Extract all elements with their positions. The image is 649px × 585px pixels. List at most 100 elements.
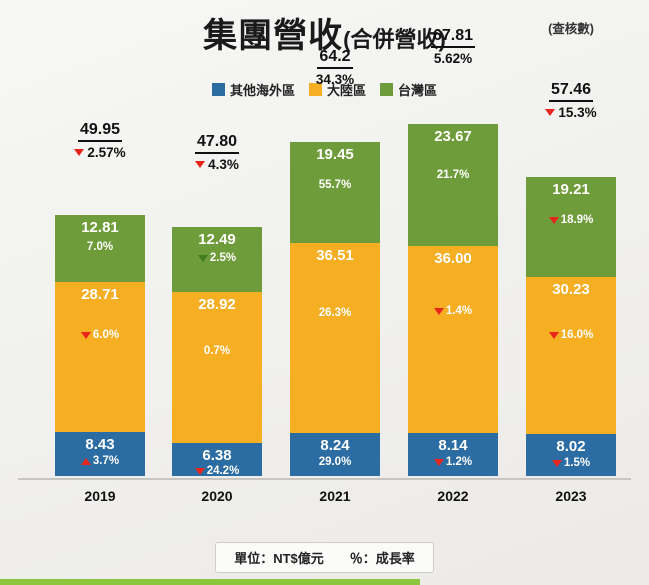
total-growth-2020: 4.3% xyxy=(162,157,272,172)
audited-note: (查核數) xyxy=(548,22,594,36)
bar-column-2023: (查核數) 57.46 15.3% 19.21 18.9% 30.23 16.0… xyxy=(526,22,616,524)
stack-2021: 19.45 55.7% 36.51 26.3% 8.24 29.0% xyxy=(290,142,380,476)
segment-value-taiwan-2021: 19.45 xyxy=(316,146,354,163)
segment-value-mainland-2023: 30.23 xyxy=(552,281,590,298)
total-value-2020: 47.80 xyxy=(194,133,240,154)
segment-value-overseas-2019: 8.43 xyxy=(85,436,115,453)
total-label-2021: 64.2 34.3% xyxy=(280,48,390,87)
triangle-down-icon xyxy=(195,161,206,168)
segment-overseas-2019: 8.43 3.7% xyxy=(55,432,145,476)
total-growth-2022: 5.62% xyxy=(433,51,473,66)
segment-growth-taiwan-2020: 2.5% xyxy=(197,252,236,265)
segment-value-mainland-2019: 28.71 xyxy=(81,286,119,303)
segment-mainland-2019: 28.71 6.0% xyxy=(55,282,145,432)
legend-label-taiwan: 台灣區 xyxy=(398,83,438,98)
chart-legend: 其他海外區 大陸區 台灣區 xyxy=(0,80,649,99)
triangle-down-icon xyxy=(548,217,559,225)
bar-column-2020: 47.80 4.3% 12.49 2.5% 28.92 0.7% xyxy=(172,104,262,524)
segment-value-overseas-2021: 8.24 xyxy=(320,437,350,454)
triangle-down-icon xyxy=(194,468,205,476)
stack-2019: 12.81 7.0% 28.71 6.0% 8.43 3.7% xyxy=(55,215,145,476)
segment-growth-overseas-2019: 3.7% xyxy=(80,455,119,468)
total-growth-2023: 15.3% xyxy=(516,105,626,120)
total-value-2023: 57.46 xyxy=(548,81,594,102)
total-label-2019: 49.95 2.57% xyxy=(45,121,155,160)
segment-overseas-2022: 8.14 1.2% xyxy=(408,433,498,476)
footer-pct: ％：成長率 xyxy=(349,551,415,566)
stack-2020: 12.49 2.5% 28.92 0.7% 6.38 24.2% xyxy=(172,227,262,478)
baseline-axis xyxy=(18,478,631,480)
x-axis-label-2021: 2021 xyxy=(319,488,351,504)
segment-value-mainland-2021: 36.51 xyxy=(316,247,354,264)
total-label-2022: 67.81 5.62% xyxy=(398,27,508,66)
segment-growth-overseas-2023: 1.5% xyxy=(551,457,590,470)
segment-value-overseas-2020: 6.38 xyxy=(202,447,232,464)
segment-overseas-2023: 8.02 1.5% xyxy=(526,434,616,476)
total-label-2020: 47.80 4.3% xyxy=(162,133,272,172)
triangle-down-icon xyxy=(433,459,444,467)
triangle-down-icon xyxy=(80,332,91,340)
triangle-down-icon xyxy=(74,149,85,156)
footer-note-box: 單位：NT$億元 ％：成長率 xyxy=(215,542,434,573)
legend-item-taiwan: 台灣區 xyxy=(380,80,437,99)
legend-item-overseas: 其他海外區 xyxy=(211,80,295,99)
stack-2022: 23.67 21.7% 36.00 1.4% 8.14 1.2% xyxy=(408,124,498,476)
triangle-up-icon xyxy=(80,458,91,466)
segment-value-taiwan-2020: 12.49 xyxy=(198,231,236,248)
title-sub: (合併營收) xyxy=(343,27,446,52)
segment-value-overseas-2023: 8.02 xyxy=(556,438,586,455)
accent-bar xyxy=(0,579,420,585)
legend-label-mainland: 大陸區 xyxy=(326,83,366,98)
total-growth-2021: 34.3% xyxy=(315,72,355,87)
total-value-2021: 64.2 xyxy=(317,48,353,69)
bar-column-2019: 49.95 2.57% 12.81 7.0% 28.71 6.0% xyxy=(55,104,145,524)
segment-growth-mainland-2019: 6.0% xyxy=(80,329,119,342)
chart-plot-area: 49.95 2.57% 12.81 7.0% 28.71 6.0% xyxy=(0,22,649,524)
bar-column-2022: 67.81 5.62% 23.67 21.7% 36.00 1.4% 8.14 xyxy=(408,27,498,524)
legend-item-mainland: 大陸區 xyxy=(308,80,366,99)
segment-value-taiwan-2019: 12.81 xyxy=(81,219,119,236)
x-axis-label-2020: 2020 xyxy=(201,488,233,504)
segment-taiwan-2022: 23.67 21.7% xyxy=(408,124,498,246)
title-main: 集團營收 xyxy=(203,17,344,55)
segment-growth-taiwan-2022: 21.7% xyxy=(436,169,470,181)
segment-mainland-2020: 28.92 0.7% xyxy=(172,292,262,443)
legend-swatch-mainland xyxy=(308,83,322,96)
triangle-down-icon xyxy=(197,255,208,263)
legend-swatch-overseas xyxy=(211,83,225,96)
triangle-down-icon xyxy=(545,109,556,116)
chart-footer: 單位：NT$億元 ％：成長率 xyxy=(0,542,649,573)
segment-growth-overseas-2020: 24.2% xyxy=(194,465,239,478)
segment-value-taiwan-2023: 19.21 xyxy=(552,181,590,198)
segment-growth-overseas-2022: 1.2% xyxy=(433,456,472,469)
total-label-2023: 57.46 15.3% xyxy=(516,81,626,120)
segment-taiwan-2020: 12.49 2.5% xyxy=(172,227,262,292)
bar-column-2021: 64.2 34.3% 19.45 55.7% 36.51 26.3% 8.24 xyxy=(290,48,380,524)
segment-growth-taiwan-2019: 7.0% xyxy=(86,241,114,253)
total-growth-2019: 2.57% xyxy=(45,145,155,160)
segment-growth-mainland-2023: 16.0% xyxy=(548,329,593,342)
total-value-2022: 67.81 xyxy=(430,27,476,48)
segment-overseas-2020: 6.38 24.2% xyxy=(172,443,262,478)
triangle-down-icon xyxy=(433,308,444,316)
legend-label-overseas: 其他海外區 xyxy=(229,83,295,98)
total-value-2019: 49.95 xyxy=(77,121,123,142)
segment-growth-mainland-2021: 26.3% xyxy=(318,307,352,319)
segment-growth-mainland-2020: 0.7% xyxy=(203,345,231,357)
stack-2023: 19.21 18.9% 30.23 16.0% 8.02 1.5% xyxy=(526,177,616,476)
segment-value-overseas-2022: 8.14 xyxy=(438,437,468,454)
segment-taiwan-2019: 12.81 7.0% xyxy=(55,215,145,282)
footer-unit: 單位：NT$億元 xyxy=(234,551,324,566)
segment-taiwan-2023: 19.21 18.9% xyxy=(526,177,616,277)
segment-mainland-2021: 36.51 26.3% xyxy=(290,243,380,433)
segment-growth-mainland-2022: 1.4% xyxy=(433,305,472,318)
segment-growth-taiwan-2023: 18.9% xyxy=(548,214,593,227)
x-axis-label-2023: 2023 xyxy=(555,488,587,504)
segment-overseas-2021: 8.24 29.0% xyxy=(290,433,380,476)
segment-mainland-2023: 30.23 16.0% xyxy=(526,277,616,434)
segment-value-mainland-2022: 36.00 xyxy=(434,250,472,267)
segment-value-taiwan-2022: 23.67 xyxy=(434,128,472,145)
triangle-down-icon xyxy=(548,332,559,340)
segment-value-mainland-2020: 28.92 xyxy=(198,296,236,313)
segment-growth-taiwan-2021: 55.7% xyxy=(318,179,352,191)
